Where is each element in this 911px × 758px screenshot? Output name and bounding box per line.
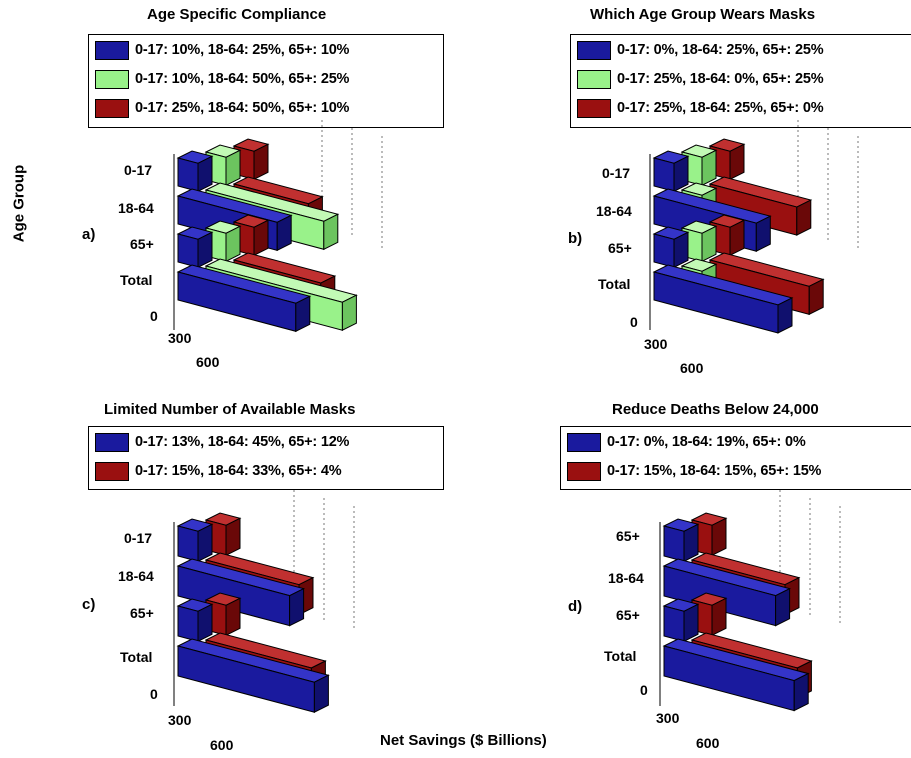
legend-swatch <box>577 70 611 89</box>
y-tick-label: 65+ <box>608 240 632 256</box>
y-tick-label: 18-64 <box>118 200 154 216</box>
legend-label: 0-17: 15%, 18-64: 15%, 65+: 15% <box>607 463 822 479</box>
panel-letter: d) <box>568 598 583 615</box>
y-tick-label: 65+ <box>130 605 154 621</box>
bar <box>652 264 794 334</box>
y-tick-label: Total <box>598 276 631 292</box>
legend-label: 0-17: 13%, 18-64: 45%, 65+: 12% <box>135 434 350 450</box>
chart-title: Reduce Deaths Below 24,000 <box>612 401 819 418</box>
x-tick-label: 300 <box>168 712 192 728</box>
x-tick-label: 0 <box>630 314 638 330</box>
y-tick-label: 65+ <box>616 607 640 623</box>
x-tick-label: 600 <box>210 737 234 753</box>
bar <box>662 518 700 563</box>
panel-letter: a) <box>82 226 96 243</box>
legend-swatch <box>95 99 129 118</box>
x-tick-label: 600 <box>696 735 720 751</box>
y-tick-label: 0-17 <box>602 165 631 181</box>
legend-swatch <box>95 41 129 60</box>
legend-label: 0-17: 0%, 18-64: 25%, 65+: 25% <box>617 42 824 58</box>
y-tick-label: 65+ <box>130 236 154 252</box>
legend: 0-17: 10%, 18-64: 25%, 65+: 10% 0-17: 10… <box>88 34 444 128</box>
legend-label: 0-17: 25%, 18-64: 0%, 65+: 25% <box>617 71 824 87</box>
panel-letter: c) <box>82 596 96 613</box>
y-tick-label: 18-64 <box>608 570 644 586</box>
legend: 0-17: 13%, 18-64: 45%, 65+: 12% 0-17: 15… <box>88 426 444 490</box>
legend-swatch <box>577 41 611 60</box>
x-tick-label: 300 <box>168 330 192 346</box>
legend-label: 0-17: 15%, 18-64: 33%, 65+: 4% <box>135 463 342 479</box>
y-tick-label: 18-64 <box>118 568 154 584</box>
chart-title: Age Specific Compliance <box>147 6 327 23</box>
y-tick-label: 18-64 <box>596 203 632 219</box>
x-tick-label: 300 <box>644 336 668 352</box>
legend-swatch <box>95 70 129 89</box>
x-tick-label: 0 <box>150 308 158 324</box>
bar <box>662 638 810 712</box>
x-tick-label: 0 <box>640 682 648 698</box>
bar <box>176 558 306 627</box>
y-tick-label: 0-17 <box>124 530 153 546</box>
chart-title: Limited Number of Available Masks <box>104 401 356 418</box>
legend-swatch <box>567 433 601 452</box>
legend-swatch <box>567 462 601 481</box>
y-tick-label: 65+ <box>616 528 640 544</box>
legend-label: 0-17: 25%, 18-64: 50%, 65+: 10% <box>135 100 350 116</box>
y-tick-label: 0-17 <box>124 162 153 178</box>
legend-label: 0-17: 25%, 18-64: 25%, 65+: 0% <box>617 100 824 116</box>
legend-label: 0-17: 10%, 18-64: 50%, 65+: 25% <box>135 71 350 87</box>
legend-swatch <box>577 99 611 118</box>
x-axis-label: Net Savings ($ Billions) <box>380 732 547 749</box>
legend-swatch <box>95 433 129 452</box>
chart-title: Which Age Group Wears Masks <box>590 6 816 23</box>
bar <box>176 518 214 563</box>
bar <box>176 226 214 269</box>
bar <box>176 264 312 333</box>
y-tick-label: Total <box>604 648 637 664</box>
x-tick-label: 300 <box>656 710 680 726</box>
bar <box>652 150 690 193</box>
legend-label: 0-17: 10%, 18-64: 25%, 65+: 10% <box>135 42 350 58</box>
bar <box>176 638 330 714</box>
y-tick-label: Total <box>120 272 153 288</box>
bar <box>662 598 700 643</box>
bar <box>708 176 813 236</box>
x-tick-label: 600 <box>680 360 704 376</box>
bar <box>662 558 792 627</box>
legend-label: 0-17: 0%, 18-64: 19%, 65+: 0% <box>607 434 806 450</box>
y-tick-label: Total <box>120 649 153 665</box>
x-tick-label: 0 <box>150 686 158 702</box>
bar <box>176 150 214 193</box>
panel-letter: b) <box>568 230 583 247</box>
x-tick-label: 600 <box>196 354 220 370</box>
legend-swatch <box>95 462 129 481</box>
legend: 0-17: 0%, 18-64: 19%, 65+: 0% 0-17: 15%,… <box>560 426 911 490</box>
legend: 0-17: 0%, 18-64: 25%, 65+: 25% 0-17: 25%… <box>570 34 911 128</box>
